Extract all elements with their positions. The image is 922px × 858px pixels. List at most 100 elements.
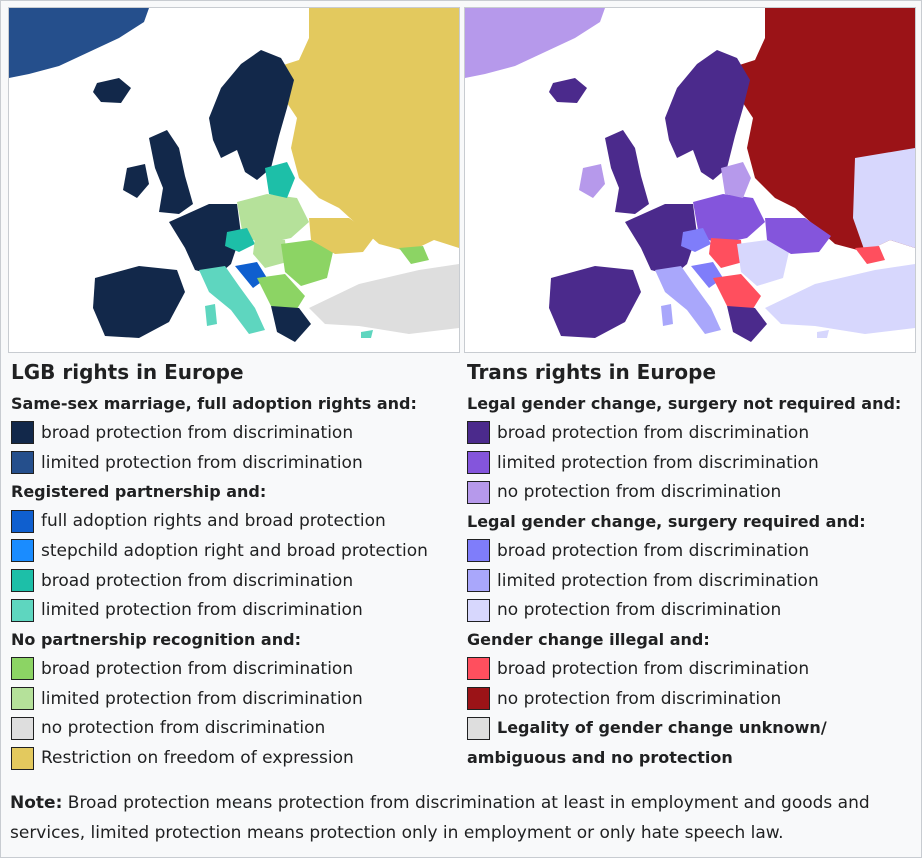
lgb-legend-label: full adoption rights and broad protectio… <box>41 511 386 532</box>
lgb-legend-label: broad protection from discrimination <box>41 658 354 679</box>
trans-legend-swatch <box>467 569 490 593</box>
trans-legend-label: broad protection from discrimination <box>497 540 810 561</box>
legend-unknown-line2: ambiguous and no protection <box>467 748 733 768</box>
trans-legend: Trans rights in Europe Legal gender chan… <box>467 358 919 773</box>
trans-legend-label: broad protection from discrimination <box>497 422 810 443</box>
baltics-region <box>721 162 751 198</box>
trans-legend-swatch <box>467 421 490 445</box>
lgb-legend-label: limited protection from discrimination <box>41 688 363 709</box>
ukraine-region <box>765 218 831 254</box>
trans-legend-label: limited protection from discrimination <box>497 452 819 473</box>
trans-group-title: Legal gender change, surgery not require… <box>467 394 902 413</box>
italy-region <box>655 266 721 334</box>
balkans-region <box>257 274 305 312</box>
lgb-legend-item: limited protection from discrimination <box>11 595 463 625</box>
legend-note: Note: Broad protection means protection … <box>10 788 900 848</box>
lgb-legend-item: limited protection from discrimination <box>11 684 463 714</box>
lgb-legend-item: stepchild adoption right and broad prote… <box>11 536 463 566</box>
trans-legend-item: no protection from discrimination <box>467 684 919 714</box>
lgb-legend-item: no protection from discrimination <box>11 714 463 744</box>
east-light-region <box>853 148 915 252</box>
uk-region <box>149 130 193 214</box>
lgb-rights-map[interactable] <box>8 7 460 353</box>
cyprus-region <box>817 330 829 338</box>
trans-legend-label: limited protection from discrimination <box>497 570 819 591</box>
greenland-region <box>9 8 149 78</box>
trans-legend-item: limited protection from discrimination <box>467 448 919 478</box>
lgb-legend-swatch <box>11 569 34 593</box>
ukraine-region <box>309 218 375 254</box>
balkans-region <box>713 274 761 312</box>
western-europe-region <box>625 204 697 276</box>
trans-legend-swatch <box>467 451 490 475</box>
lgb-legend-groups: Same-sex marriage, full adoption rights … <box>11 389 463 773</box>
lgb-legend-swatch <box>11 687 34 711</box>
uk-region <box>605 130 649 214</box>
trans-legend-item: broad protection from discrimination <box>467 536 919 566</box>
lgb-legend-swatch <box>11 451 34 475</box>
trans-legend-swatch <box>467 598 490 622</box>
lgb-legend-label: Restriction on freedom of expression <box>41 748 354 769</box>
caucasus-region <box>855 246 885 264</box>
trans-legend-item: no protection from discrimination <box>467 595 919 625</box>
trans-legend-item: limited protection from discrimination <box>467 566 919 596</box>
lgb-legend-label: no protection from discrimination <box>41 718 326 739</box>
trans-group-title: Gender change illegal and: <box>467 630 710 650</box>
lgb-legend-label: limited protection from discrimination <box>41 600 363 621</box>
lgb-legend-item: broad protection from discrimination <box>11 418 463 448</box>
sardinia-region <box>661 304 673 326</box>
greece-region <box>271 306 311 342</box>
italy-region <box>199 266 265 334</box>
romania-region <box>281 240 333 286</box>
greece-region <box>727 306 767 342</box>
ireland-region <box>579 164 605 198</box>
russia-region <box>274 8 459 252</box>
turkey-region <box>765 264 915 334</box>
lgb-group-title: Registered partnership and: <box>11 482 267 502</box>
nordics-region <box>209 50 294 180</box>
note-label: Note: <box>10 793 63 813</box>
lgb-legend-label: limited protection from discrimination <box>41 452 363 473</box>
germany-poland-region <box>693 194 765 244</box>
trans-legend-label: no protection from discrimination <box>497 688 782 709</box>
caucasus-region <box>399 246 429 264</box>
lgb-legend-swatch <box>11 539 34 563</box>
trans-legend-groups: Legal gender change, surgery not require… <box>467 389 919 714</box>
lgb-legend-swatch <box>11 421 34 445</box>
iceland-region <box>93 78 131 103</box>
lgb-legend-item: broad protection from discrimination <box>11 654 463 684</box>
germany-poland-region <box>237 194 309 244</box>
trans-legend-item: broad protection from discrimination <box>467 418 919 448</box>
lgb-map-graphic <box>9 8 459 352</box>
cyprus-region <box>361 330 373 338</box>
ireland-region <box>123 164 149 198</box>
trans-legend-label: broad protection from discrimination <box>497 658 810 679</box>
lgb-legend-swatch <box>11 598 34 622</box>
trans-legend-item: broad protection from discrimination <box>467 654 919 684</box>
lgb-legend-item: Restriction on freedom of expression <box>11 743 463 773</box>
trans-legend-label: no protection from discrimination <box>497 482 782 503</box>
iceland-region <box>549 78 587 103</box>
trans-rights-map[interactable] <box>464 7 916 353</box>
iberia-region <box>549 266 641 338</box>
lgb-legend: LGB rights in Europe Same-sex marriage, … <box>11 358 463 773</box>
hungary-region <box>709 238 743 268</box>
nordics-region <box>665 50 750 180</box>
trans-group-title: Legal gender change, surgery required an… <box>467 512 866 532</box>
iberia-region <box>93 266 185 338</box>
lgb-legend-swatch <box>11 509 34 533</box>
western-europe-region <box>169 204 241 276</box>
trans-legend-title: Trans rights in Europe <box>467 360 717 384</box>
legend-item-unknown: Legality of gender change unknown/ <box>467 714 919 744</box>
legend-unknown-line1: Legality of gender change unknown/ <box>497 718 827 738</box>
lgb-legend-item: limited protection from discrimination <box>11 448 463 478</box>
trans-legend-swatch <box>467 687 490 711</box>
lgb-legend-swatch <box>11 657 34 681</box>
lgb-group-title: Same-sex marriage, full adoption rights … <box>11 394 417 413</box>
lgb-legend-swatch <box>11 716 34 740</box>
lgb-legend-swatch <box>11 746 34 770</box>
turkey-region <box>309 264 459 334</box>
hungary-region <box>253 238 287 268</box>
romania-region <box>737 240 789 286</box>
czech-region <box>681 228 711 252</box>
